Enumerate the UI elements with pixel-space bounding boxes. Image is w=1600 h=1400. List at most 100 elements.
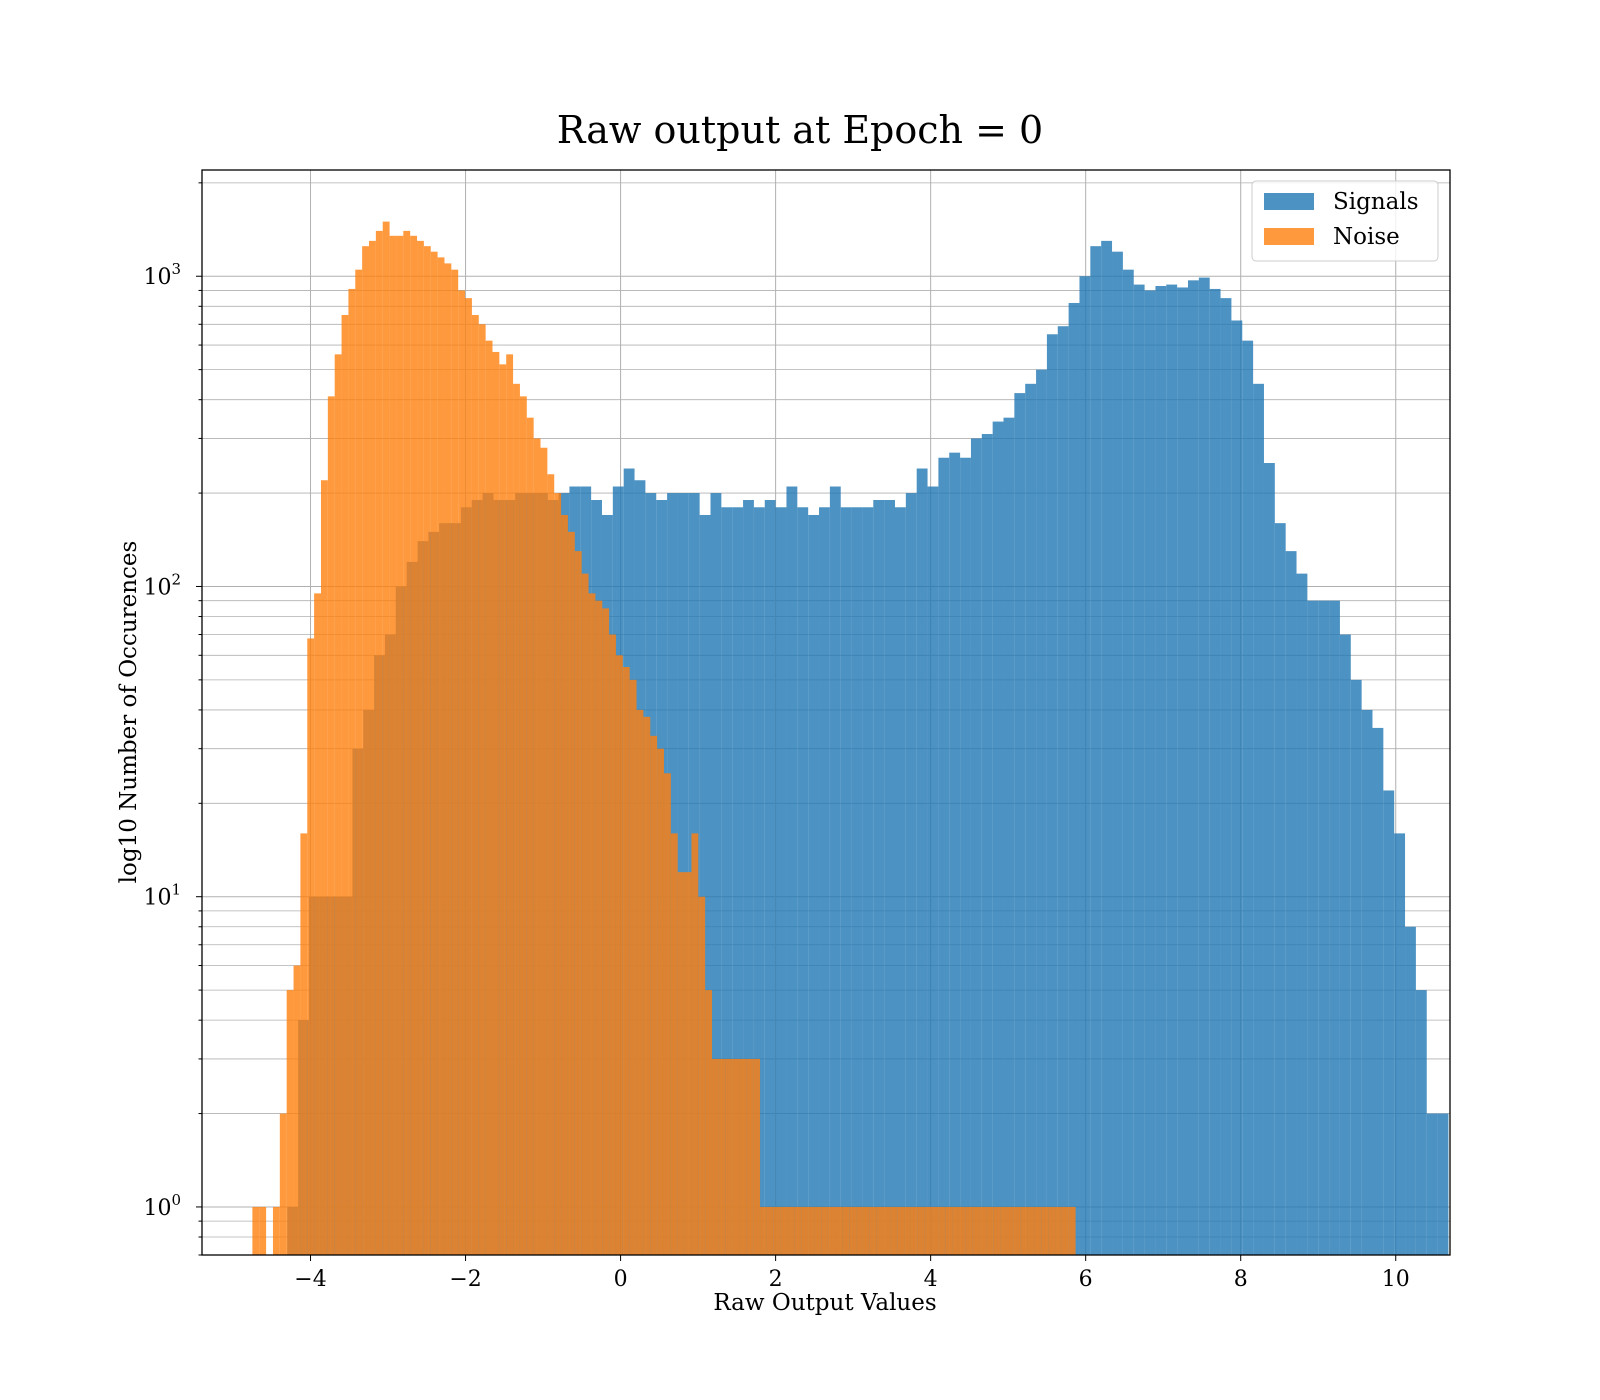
bar-noise — [369, 240, 376, 1256]
bar-signals — [721, 507, 733, 1255]
bar-noise — [389, 235, 397, 1255]
bar-noise — [787, 1206, 795, 1255]
bar-signals — [1122, 269, 1134, 1255]
bar-noise — [794, 1206, 802, 1255]
bar-noise — [396, 235, 404, 1255]
bar-signals — [732, 507, 744, 1255]
bar-signals — [1383, 790, 1395, 1255]
bar-noise — [1000, 1206, 1007, 1255]
bar-signals — [1068, 302, 1080, 1256]
legend-swatch-signals — [1264, 193, 1314, 210]
bar-signals — [949, 452, 961, 1256]
bar-signals — [1198, 277, 1210, 1255]
bar-noise — [910, 1206, 918, 1255]
bar-signals — [1405, 926, 1416, 1255]
bar-noise — [705, 990, 713, 1255]
bar-signals — [1415, 990, 1427, 1255]
bar-noise — [499, 364, 507, 1256]
bar-noise — [519, 396, 527, 1255]
bar-noise — [663, 773, 671, 1255]
bar-noise — [1068, 1206, 1076, 1255]
bar-noise — [808, 1206, 815, 1255]
bar-noise — [924, 1206, 932, 1255]
bar-noise — [348, 288, 356, 1256]
bar-noise — [574, 551, 582, 1255]
legend: Signals Noise — [1251, 180, 1439, 262]
bar-signals — [1014, 393, 1026, 1256]
bar-noise — [307, 638, 315, 1255]
bar-noise — [554, 493, 562, 1255]
bar-signals — [1187, 280, 1199, 1255]
bar-noise — [945, 1206, 953, 1255]
bar-signals — [1285, 551, 1297, 1255]
bar-noise — [403, 230, 411, 1255]
bar-noise — [314, 593, 321, 1255]
bar-noise — [595, 600, 603, 1255]
bar-noise — [437, 257, 445, 1256]
bar-noise — [622, 667, 630, 1255]
bar-noise — [732, 1058, 740, 1255]
bar-noise — [279, 1113, 287, 1255]
legend-label-signals: Signals — [1333, 189, 1419, 215]
bar-signals — [981, 434, 993, 1255]
bar-signals — [1079, 276, 1091, 1255]
bar-signals — [1046, 334, 1058, 1256]
bar-signals — [1220, 298, 1232, 1255]
bar-signals — [938, 457, 950, 1255]
bar-noise — [1020, 1206, 1028, 1255]
bar-noise — [657, 748, 664, 1255]
bar-noise — [417, 240, 424, 1256]
bar-noise — [972, 1206, 980, 1255]
bar-noise — [691, 833, 699, 1255]
bar-signals — [905, 493, 917, 1255]
bar-signals — [1112, 251, 1123, 1256]
bar-signals — [764, 499, 776, 1256]
bar-signals — [1350, 679, 1362, 1255]
bar-signals — [1242, 340, 1254, 1256]
bar-signals — [1057, 326, 1069, 1255]
bar-noise — [869, 1206, 877, 1255]
bar-noise — [931, 1206, 939, 1255]
bar-signals — [1437, 1113, 1449, 1255]
bar-noise — [856, 1206, 863, 1255]
bar-noise — [492, 351, 500, 1255]
y-axis-label: log10 Number of Occurences — [116, 541, 142, 884]
bar-noise — [547, 474, 555, 1256]
bar-noise — [513, 383, 520, 1255]
y-tick-label: 100 — [143, 1191, 181, 1221]
bar-noise — [746, 1058, 754, 1255]
bar-signals — [1155, 286, 1167, 1255]
bar-noise — [320, 480, 328, 1255]
bar-noise — [650, 735, 658, 1255]
plot-frame — [201, 169, 1451, 1256]
bar-signals — [1329, 600, 1340, 1255]
bar-signals — [1101, 240, 1113, 1256]
bar-noise — [766, 1206, 774, 1255]
bar-signals — [970, 438, 982, 1256]
bar-signals — [1133, 284, 1145, 1255]
bar-noise — [451, 269, 459, 1255]
series-noise — [252, 221, 1076, 1256]
bar-noise — [293, 965, 301, 1255]
bar-noise — [485, 340, 493, 1256]
bar-signals — [1144, 290, 1156, 1255]
bar-signals — [775, 507, 787, 1255]
bar-signals — [786, 486, 798, 1255]
bar-noise — [842, 1206, 850, 1255]
bar-noise — [375, 230, 383, 1255]
bar-signals — [960, 457, 971, 1255]
y-tick-label: 101 — [143, 881, 181, 911]
bar-noise — [801, 1206, 809, 1255]
bar-noise — [1006, 1206, 1014, 1255]
bar-signals — [1426, 1113, 1438, 1255]
bar-signals — [1394, 833, 1406, 1255]
bar-noise — [677, 872, 685, 1255]
bar-signals — [851, 507, 863, 1255]
bar-signals — [1209, 288, 1221, 1256]
bar-signals — [927, 486, 939, 1255]
bar-signals — [1090, 246, 1102, 1256]
x-axis-label: Raw Output Values — [713, 1290, 936, 1316]
bar-noise — [725, 1058, 733, 1255]
bar-noise — [965, 1206, 973, 1255]
